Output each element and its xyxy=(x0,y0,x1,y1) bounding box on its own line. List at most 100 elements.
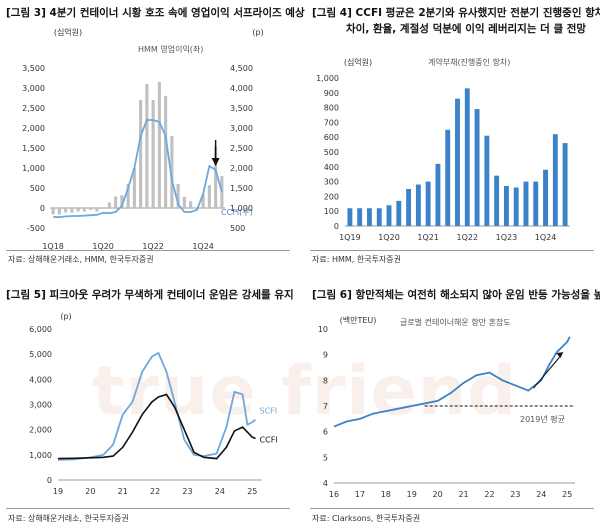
fig4-bar xyxy=(503,186,509,226)
fig3-ytick-left: 2,000 xyxy=(22,124,45,133)
fig3-xtick: 1Q22 xyxy=(142,242,164,251)
fig4-title-line1: [그림 4] CCFI 평균은 2분기와 유사했지만 전분기 진행중인 항차 xyxy=(312,7,600,19)
fig3-ytick-left: 3,000 xyxy=(22,84,45,93)
fig3-ytick-left: 0 xyxy=(40,204,45,213)
fig4-xtick: 1Q21 xyxy=(417,233,439,242)
fig3-bar xyxy=(76,208,80,212)
fig3-ytick-left: 500 xyxy=(30,184,45,193)
fig3-bar xyxy=(51,208,55,215)
fig4-series-label: 계약부채(진행중인 항차) xyxy=(428,57,510,67)
fig6-ytick: 4 xyxy=(323,479,328,488)
fig5-ytick: 3,000 xyxy=(29,401,52,410)
fig3-bar xyxy=(164,96,168,208)
fig4-bar xyxy=(552,134,558,226)
fig5-xtick: 25 xyxy=(247,487,257,496)
fig6-ytick: 10 xyxy=(318,325,328,334)
fig5-xtick: 24 xyxy=(215,487,225,496)
fig3-chart: (십억원) (p) HMM 영업이익(좌) CCFI(우) -500 0 500 1,… xyxy=(22,27,264,251)
fig5-title: [그림 5] 피크아웃 우려가 무색하게 컨테이너 운임은 강세를 유지 xyxy=(6,289,294,301)
fig4-bar xyxy=(533,181,539,226)
fig3-bar xyxy=(120,195,124,208)
fig4-bar xyxy=(562,143,568,226)
fig5-ytick: 2,000 xyxy=(29,426,52,435)
fig6-ytick: 6 xyxy=(323,428,328,437)
fig5-xtick: 23 xyxy=(182,487,192,496)
fig6-xtick: 19 xyxy=(407,490,417,499)
fig6-xtick: 25 xyxy=(562,490,572,499)
fig3-bar xyxy=(132,168,136,208)
fig4-bar xyxy=(357,208,363,226)
fig3-bar xyxy=(64,208,68,213)
fig4-ytick: 600 xyxy=(324,133,339,142)
fig4-ytick: 400 xyxy=(324,163,339,172)
fig3-bar xyxy=(207,185,211,208)
fig3-bar xyxy=(82,208,86,212)
fig3-title: [그림 3] 4분기 컨테이너 시황 호조 속에 영업이익 서프라이즈 예상 xyxy=(6,7,305,19)
fig6-ytick: 8 xyxy=(323,376,328,385)
fig6-rule xyxy=(310,508,594,509)
fig3-bar xyxy=(114,196,118,208)
fig3-left-unit: (십억원) xyxy=(54,27,82,37)
fig3-bar xyxy=(95,208,99,212)
fig4-xtick: 1Q23 xyxy=(496,233,518,242)
fig5-xtick: 21 xyxy=(118,487,128,496)
fig3-bar xyxy=(214,146,218,208)
fig6-unit: (백만TEU) xyxy=(340,315,377,325)
fig3-bar xyxy=(145,84,149,208)
fig4-xtick: 1Q24 xyxy=(535,233,557,242)
fig5-source: 자료: 상해해운거래소, 한국투자증권 xyxy=(8,514,129,523)
fig3-bar xyxy=(157,82,161,208)
fig3-bar xyxy=(176,184,180,208)
fig4-xtick: 1Q20 xyxy=(378,233,400,242)
fig4-bar xyxy=(474,109,480,226)
fig4-rule xyxy=(310,250,594,251)
fig5-ytick: 4,000 xyxy=(29,375,52,384)
fig6-plot: 4 5 6 7 8 9 10 16 17 18 19 20 21 22 23 24 25 xyxy=(318,325,575,499)
fig4-bar xyxy=(464,88,470,226)
fig4-title-line2: 차이, 환율, 계절성 덕분에 이익 레버리지는 더 클 전망 xyxy=(346,23,587,35)
fig3-xtick: 1Q24 xyxy=(192,242,214,251)
fig6-xtick: 22 xyxy=(484,490,494,499)
fig3-bar xyxy=(89,208,93,210)
fig4-ytick: 300 xyxy=(324,178,339,187)
fig3-ytick-right: 1,500 xyxy=(230,184,253,193)
fig5-xtick: 19 xyxy=(53,487,63,496)
fig4-bar xyxy=(406,189,412,226)
fig4-source: 자료: HMM, 한국투자증권 xyxy=(312,255,402,264)
fig6-trend-arrow-shaft xyxy=(533,356,560,389)
fig6-xtick: 16 xyxy=(329,490,339,499)
fig6-xtick: 17 xyxy=(355,490,365,499)
fig4-bar xyxy=(435,163,441,226)
fig6-title: [그림 6] 항만적체는 여전히 해소되지 않아 운임 반등 가능성을 높임 xyxy=(312,289,600,301)
fig4-bar xyxy=(386,205,392,226)
fig5-scfi-line xyxy=(57,351,257,461)
fig3-bar xyxy=(57,208,61,215)
fig4-xtick: 1Q19 xyxy=(339,233,361,242)
fig6-xtick: 18 xyxy=(381,490,391,499)
fig5-chart: (p) 0 1,000 2,000 3,000 4,000 5,000 6,000 19 20 2… xyxy=(29,312,278,496)
fig3-xtick: 1Q20 xyxy=(92,242,114,251)
fig3-right-unit: (p) xyxy=(252,28,263,37)
fig3-ytick-right: 2,500 xyxy=(230,144,253,153)
fig4-bar xyxy=(445,129,451,226)
fig6-ytick: 5 xyxy=(323,453,328,462)
fig5-ytick: 5,000 xyxy=(29,350,52,359)
fig3-bar xyxy=(201,194,205,208)
fig3-ytick-left: 1,000 xyxy=(22,164,45,173)
fig5-rule xyxy=(6,508,290,509)
fig4-bar xyxy=(513,187,519,226)
fig3-bar xyxy=(70,208,74,213)
fig3-xtick: 1Q18 xyxy=(42,242,64,251)
fig5-ytick: 6,000 xyxy=(29,325,52,334)
fig3-bar xyxy=(107,202,111,208)
fig4-bar xyxy=(484,135,490,226)
fig6-congestion-line xyxy=(333,336,571,428)
fig5-ccfi-line xyxy=(57,393,256,460)
fig5-ccfi-label: CCFI xyxy=(260,435,278,444)
fig3-ytick-right: 4,500 xyxy=(230,64,253,73)
fig3-bar xyxy=(151,100,155,208)
fig4-bar xyxy=(347,208,353,226)
fig4-plot: 0 100 200 300 400 500 600 700 800 900 1,000 1Q19 1Q2… xyxy=(316,74,570,242)
fig3-source: 자료: 상해해운거래소, HMM, 한국투자증권 xyxy=(8,255,154,264)
fig3-ytick-right: 3,000 xyxy=(230,124,253,133)
